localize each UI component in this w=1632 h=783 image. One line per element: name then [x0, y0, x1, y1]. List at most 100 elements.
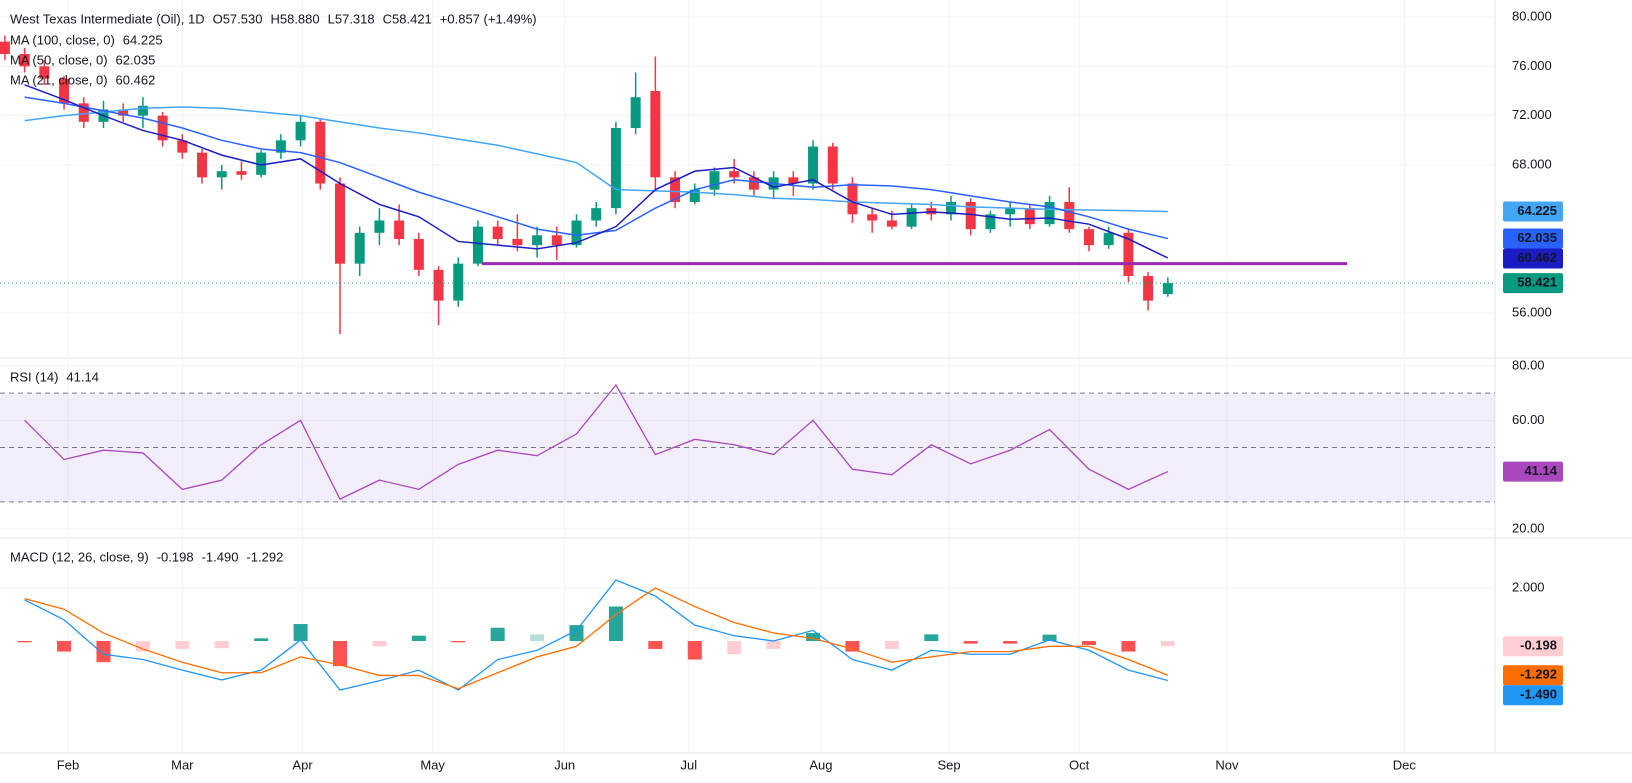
candle-body	[157, 115, 168, 141]
candle-body	[729, 171, 740, 178]
candle-body	[591, 208, 602, 221]
candle-body	[334, 183, 345, 264]
macd-histogram-bar	[214, 640, 229, 649]
macd-histogram-bar	[648, 640, 663, 649]
x-tick-label: Feb	[57, 757, 79, 772]
candle-body	[1143, 275, 1154, 301]
candle-body	[197, 152, 208, 178]
candle-body	[59, 78, 70, 104]
macd-histogram-bar	[569, 625, 584, 641]
legend-text: O57.530	[213, 11, 263, 26]
x-tick-label: Aug	[809, 757, 832, 772]
candle-body	[689, 189, 700, 202]
macd-histogram-bar	[806, 633, 821, 641]
price-tag	[1503, 636, 1563, 657]
price-tag-label: 60.462	[1517, 250, 1557, 265]
candle-body	[256, 152, 267, 175]
legend-text: H58.880	[270, 11, 319, 26]
candle-body	[39, 66, 50, 79]
macd-histogram-bar	[687, 640, 702, 660]
y-tick-label: 76.000	[1512, 58, 1552, 73]
macd-histogram-bar	[924, 634, 939, 641]
candle-body	[177, 140, 188, 153]
candle-body	[1064, 201, 1075, 230]
macd-histogram-bar	[135, 640, 150, 652]
price-tag	[1503, 201, 1563, 222]
candle-body	[315, 121, 326, 184]
y-tick-label: 2.000	[1512, 579, 1545, 594]
candle-body	[748, 177, 759, 190]
candle-body	[985, 214, 996, 230]
candle-body	[965, 201, 976, 230]
line-series	[24, 106, 1168, 213]
candle-body	[275, 140, 286, 153]
macd-histogram-bar	[1042, 634, 1057, 641]
candle-body	[216, 171, 227, 178]
macd-histogram-bar	[490, 627, 505, 641]
price-tag	[1503, 248, 1563, 269]
x-tick-label: May	[420, 757, 445, 772]
price-tags: 64.225 62.035 60.462 58.421 41.14 -0.198 -1.29…	[1503, 201, 1563, 706]
candle-body	[413, 238, 424, 270]
candle-body	[492, 226, 503, 239]
price-tag	[1503, 228, 1563, 249]
grid	[0, 0, 1495, 752]
legend-text: -0.198	[157, 549, 194, 564]
line-series	[24, 383, 1169, 501]
legend-text: MA (50, close, 0)	[10, 52, 108, 67]
price-tag	[1503, 461, 1563, 482]
candle-body	[808, 146, 819, 184]
candle-body	[295, 121, 306, 141]
price-tag-label: 64.225	[1517, 203, 1557, 218]
legend-text: RSI (14)	[10, 369, 58, 384]
legend-text: -1.490	[202, 549, 239, 564]
candle-body	[512, 238, 523, 246]
legend-text: 64.225	[123, 32, 163, 47]
legend-text: 41.14	[66, 369, 99, 384]
candle-body	[571, 220, 582, 246]
price-tag	[1503, 273, 1563, 294]
line-series	[24, 587, 1169, 690]
legend-text: MA (100, close, 0)	[10, 32, 115, 47]
price-tag-label: 62.035	[1517, 230, 1557, 245]
candle-body	[867, 214, 878, 221]
candle-body	[906, 208, 917, 227]
candle-body	[1103, 232, 1114, 246]
y-tick-label: 68.000	[1512, 156, 1552, 171]
candle-body	[650, 91, 661, 178]
x-tick-label: Jun	[554, 757, 575, 772]
macd-histogram-bar	[57, 640, 72, 652]
legend-text: MACD (12, 26, close, 9)	[10, 549, 149, 564]
candle-body	[19, 54, 30, 67]
macd-histogram-bar	[766, 640, 781, 649]
macd-histogram-bar	[1121, 640, 1136, 652]
candle-body	[847, 183, 858, 215]
macd-histogram-bar	[17, 640, 32, 643]
price-tag-label: 58.421	[1517, 275, 1557, 290]
candle-body	[137, 105, 148, 116]
macd-histogram-bar	[254, 638, 269, 641]
candle-body	[1024, 208, 1035, 225]
candle-body	[354, 232, 365, 264]
y-tick-label: 80.00	[1512, 357, 1545, 372]
y-tick-label: 20.00	[1512, 520, 1545, 535]
candle-body	[610, 128, 621, 209]
candle-body	[1123, 232, 1134, 276]
legend-text: C58.421	[383, 11, 432, 26]
candle-body	[472, 226, 483, 264]
macd-histogram-bar	[332, 640, 347, 667]
macd-histogram-bar	[963, 640, 978, 644]
macd-histogram-bar	[530, 634, 545, 641]
candle-body	[374, 220, 385, 233]
candle-body	[0, 41, 10, 55]
x-tick-label: Dec	[1393, 757, 1417, 772]
macd-histogram-bar	[411, 635, 426, 641]
y-tick-label: 80.000	[1512, 8, 1552, 23]
macd-histogram-bar	[293, 624, 308, 641]
candle-body	[1083, 229, 1094, 246]
candle-body	[886, 220, 897, 227]
candle-body	[1162, 283, 1173, 295]
candle-body	[453, 263, 464, 301]
macd-histogram-bar	[175, 640, 190, 649]
legend-text: L57.318	[328, 11, 375, 26]
